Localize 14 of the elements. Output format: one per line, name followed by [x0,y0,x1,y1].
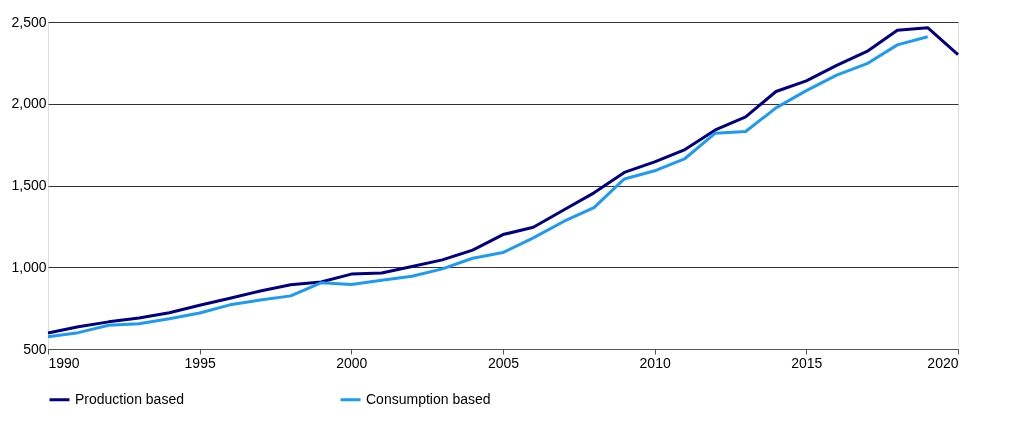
x-tick-label: 2000 [336,354,368,371]
x-tick-label: 2015 [791,354,823,371]
x-tick-label: 2005 [487,354,520,371]
y-tick-label: 500 [23,340,47,357]
x-tick-label: 2020 [927,354,959,371]
x-tick-label: 1990 [48,354,80,371]
y-tick-label: 1,500 [11,177,47,193]
legend-label: Production based [75,390,184,407]
y-tick-label: 1,000 [11,258,47,275]
x-tick-label: 2010 [639,354,671,371]
legend-label: Consumption based [366,390,491,407]
y-tick-label: 2,000 [11,95,47,112]
y-tick-label: 2,500 [11,13,47,30]
x-tick-label: 1995 [184,354,216,371]
